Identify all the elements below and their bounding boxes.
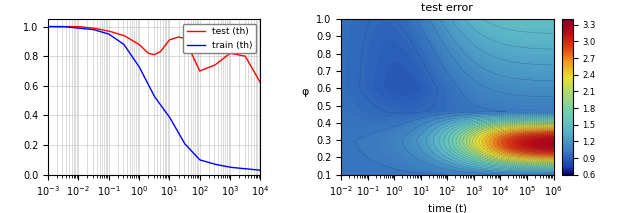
train (th)	[257, 169, 264, 171]
train (th)	[55, 25, 63, 28]
Y-axis label: φ: φ	[301, 87, 308, 97]
test (th)	[142, 50, 150, 52]
test (th)	[257, 82, 264, 84]
train (th)	[44, 25, 52, 28]
train (th)	[147, 89, 155, 92]
train (th)	[211, 163, 219, 166]
train (th)	[250, 168, 258, 171]
X-axis label: time (t): time (t)	[428, 204, 467, 213]
test (th)	[44, 25, 52, 28]
test (th)	[211, 63, 219, 66]
test (th)	[250, 71, 258, 73]
test (th)	[55, 25, 63, 28]
train (th)	[250, 168, 258, 171]
Line: train (th): train (th)	[48, 27, 260, 170]
test (th)	[250, 71, 258, 73]
Line: test (th): test (th)	[48, 27, 260, 83]
Title: test error: test error	[422, 3, 474, 13]
Legend: test (th), train (th): test (th), train (th)	[183, 24, 256, 53]
test (th)	[147, 53, 155, 55]
train (th)	[142, 78, 150, 81]
